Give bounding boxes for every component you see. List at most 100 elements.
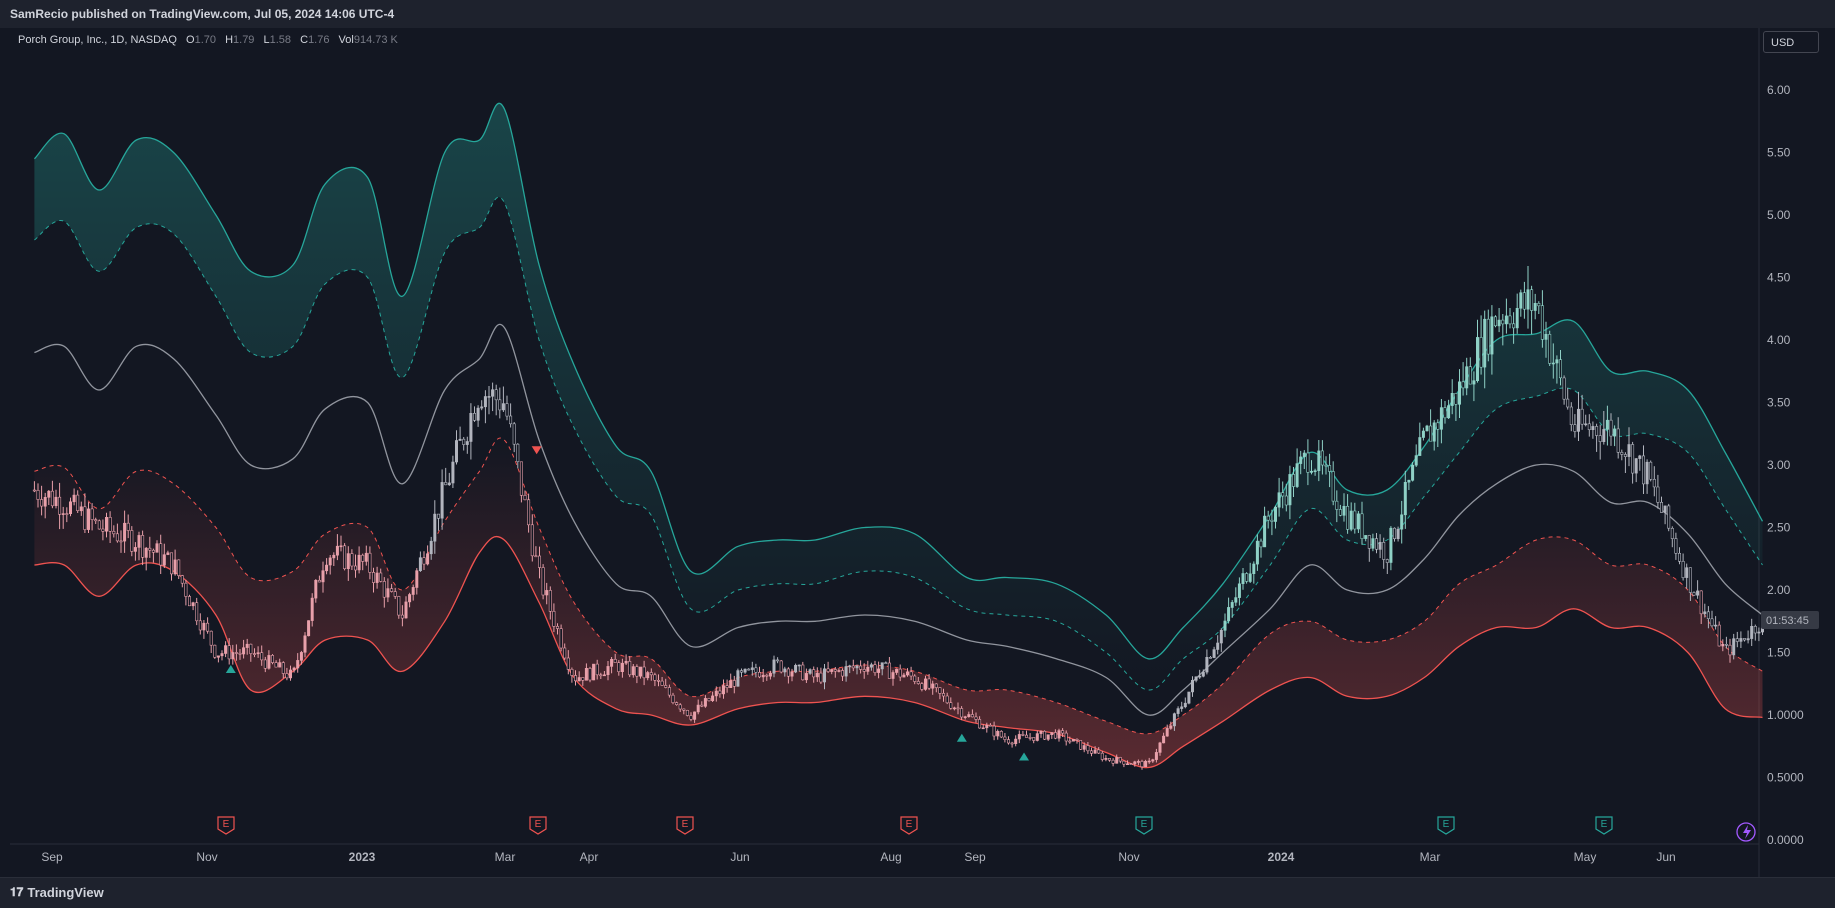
- candle: [1732, 633, 1736, 660]
- candle: [555, 623, 559, 635]
- price-chart[interactable]: E E E E E E E 6.00 5.50 5.00 4.50 4.00 3.50 3.00 2.50…: [0, 28, 1835, 877]
- candle: [1216, 635, 1220, 655]
- candle: [931, 680, 935, 695]
- candle-body: [577, 677, 581, 682]
- upper-mid-line: [34, 196, 1763, 691]
- candle: [1209, 656, 1213, 659]
- lightning-icon[interactable]: [1736, 822, 1756, 842]
- candle: [1439, 399, 1443, 444]
- candle-body: [1216, 642, 1220, 650]
- candle-body: [1616, 428, 1620, 453]
- candle: [934, 683, 938, 693]
- candle-body: [880, 662, 884, 670]
- candle-body: [956, 707, 960, 710]
- candle-body: [206, 622, 210, 632]
- earnings-icon-label: E: [223, 819, 230, 830]
- candle-body: [483, 396, 487, 408]
- candle: [584, 663, 588, 681]
- candle-body: [1512, 323, 1516, 329]
- candle-body: [653, 674, 657, 681]
- tradingview-logo[interactable]: 𝟏𝟕 TradingView: [10, 885, 104, 900]
- candle: [772, 655, 776, 678]
- candle: [581, 677, 585, 686]
- candle-body: [1710, 618, 1714, 627]
- candle-body: [851, 665, 855, 669]
- x-tick-label: 2024: [1268, 850, 1295, 864]
- candle: [573, 670, 577, 686]
- candle-body: [498, 399, 502, 411]
- candle: [1317, 440, 1321, 482]
- candle: [1613, 425, 1617, 447]
- candle: [1255, 534, 1259, 571]
- candle-body: [1688, 567, 1692, 593]
- candle-body: [1263, 515, 1267, 548]
- candle-body: [144, 547, 148, 558]
- candle: [545, 582, 549, 605]
- candle-body: [249, 643, 253, 654]
- candle-body: [1219, 629, 1223, 644]
- candle-body: [1111, 759, 1115, 764]
- candle-body: [325, 564, 329, 572]
- candle-body: [949, 702, 953, 709]
- candle-body: [794, 664, 798, 673]
- candle: [1407, 479, 1411, 490]
- candle: [516, 443, 520, 469]
- earnings-icon[interactable]: E: [676, 816, 694, 835]
- candle: [1356, 511, 1360, 533]
- candle: [1191, 676, 1195, 697]
- candle-body: [862, 668, 866, 672]
- candle: [491, 382, 495, 412]
- candle: [638, 666, 642, 679]
- earnings-icon-label: E: [1141, 819, 1148, 830]
- candle-body: [242, 647, 246, 655]
- earnings-icon[interactable]: E: [529, 816, 547, 835]
- candle-body: [552, 610, 556, 627]
- candle: [1205, 649, 1209, 675]
- candle-body: [487, 396, 491, 398]
- candle: [1634, 458, 1638, 483]
- candle: [1750, 618, 1754, 646]
- x-tick-label: Apr: [580, 850, 599, 864]
- candle: [1616, 417, 1620, 459]
- currency-button[interactable]: USD: [1763, 31, 1819, 53]
- candle: [703, 695, 707, 708]
- candle-body: [1140, 761, 1144, 768]
- candle: [54, 489, 58, 509]
- earnings-icon[interactable]: E: [1595, 816, 1613, 835]
- candle-body: [32, 489, 36, 492]
- earnings-icon[interactable]: E: [900, 816, 918, 835]
- candle-body: [891, 672, 895, 679]
- candle-body: [1017, 734, 1021, 740]
- candle-body: [371, 572, 375, 583]
- candle-body: [1288, 474, 1292, 506]
- candle-body: [112, 530, 116, 535]
- candle: [1324, 456, 1328, 475]
- candle: [1003, 733, 1007, 743]
- candle: [602, 671, 606, 677]
- earnings-icon[interactable]: E: [217, 816, 235, 835]
- candle-body: [1158, 742, 1162, 753]
- candle-body: [1115, 757, 1119, 764]
- earnings-icon[interactable]: E: [1135, 816, 1153, 835]
- candle: [729, 673, 733, 688]
- candle-body: [960, 708, 964, 718]
- candle: [137, 531, 141, 561]
- candle: [653, 672, 657, 687]
- candle: [1245, 572, 1249, 584]
- candle: [1393, 527, 1397, 542]
- candle: [1559, 350, 1563, 386]
- candle-body: [898, 668, 902, 678]
- candle: [909, 666, 913, 680]
- chart-area[interactable]: E E E E E E E 6.00 5.50 5.00 4.50 4.00 3.50 3.00 2.50…: [0, 28, 1835, 877]
- candle-body: [1075, 738, 1079, 741]
- candle-body: [923, 678, 927, 690]
- candle: [1259, 538, 1263, 558]
- candle: [213, 644, 217, 659]
- candle: [1129, 763, 1133, 766]
- earnings-icon[interactable]: E: [1437, 816, 1455, 835]
- candle: [1721, 639, 1725, 652]
- candle: [458, 426, 462, 441]
- candle: [1623, 452, 1627, 473]
- candle: [1450, 379, 1454, 415]
- candle: [577, 671, 581, 682]
